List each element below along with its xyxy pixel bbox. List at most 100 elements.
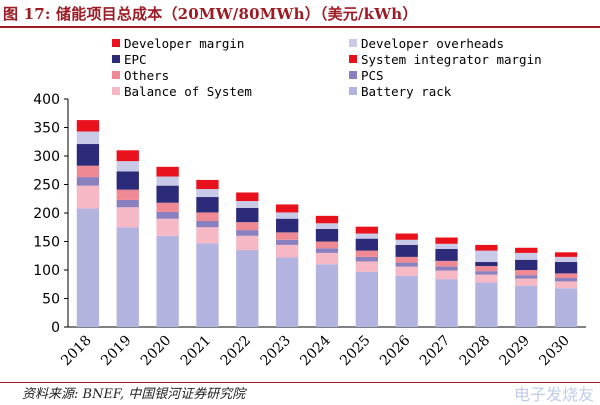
x-tick-label: 2026 bbox=[377, 332, 414, 369]
bar-segment-battery-rack bbox=[515, 285, 538, 327]
y-tick-label: 50 bbox=[42, 292, 60, 308]
x-tick-label: 2030 bbox=[536, 333, 573, 370]
legend-label: PCS bbox=[361, 68, 384, 83]
bar-segment-battery-rack bbox=[236, 250, 259, 327]
legend-swatch bbox=[349, 55, 357, 63]
bar-segment-pcs bbox=[276, 239, 299, 245]
bar-segment-battery-rack bbox=[76, 208, 100, 327]
y-tick-label: 350 bbox=[33, 121, 60, 137]
x-tick-label: 2029 bbox=[497, 333, 534, 370]
bar-segment-epc bbox=[276, 218, 299, 233]
y-tick-label: 100 bbox=[33, 263, 60, 279]
legend-label: Battery rack bbox=[361, 84, 452, 99]
legend-label: Balance of System bbox=[124, 84, 252, 99]
bar-segment-developer-overheads bbox=[315, 223, 339, 229]
legend-label: System integrator margin bbox=[361, 52, 542, 67]
bar-segment-pcs bbox=[315, 248, 339, 253]
bar-segment-developer-overheads bbox=[395, 239, 418, 245]
bar-segment-pcs bbox=[395, 262, 418, 267]
bar-segment-pcs bbox=[236, 230, 259, 236]
bar-segment-others bbox=[554, 273, 578, 278]
y-tick-label: 400 bbox=[33, 92, 60, 108]
bar-segment-developer-margin bbox=[276, 204, 299, 213]
legend-swatch bbox=[112, 87, 120, 95]
x-tick-label: 2019 bbox=[98, 333, 135, 370]
bar-segment-balance-of-system bbox=[315, 252, 339, 265]
bar-segment-battery-rack bbox=[435, 279, 458, 327]
bar-segment-developer-overheads bbox=[236, 201, 259, 208]
bar-segment-balance-of-system bbox=[76, 185, 100, 209]
bar-segment-epc bbox=[76, 144, 100, 166]
bar-segment-developer-overheads bbox=[276, 212, 299, 219]
bar-segment-others bbox=[315, 241, 339, 249]
bar-segment-developer-overheads bbox=[355, 233, 378, 239]
bar-segment-battery-rack bbox=[395, 275, 418, 327]
bar-segment-developer-overheads bbox=[435, 243, 458, 249]
x-tick-label: 2025 bbox=[337, 333, 374, 370]
bar-segment-developer-overheads bbox=[156, 176, 179, 186]
y-tick-label: 150 bbox=[33, 235, 60, 251]
y-tick-label: 0 bbox=[51, 320, 60, 336]
bar-segment-others bbox=[475, 266, 498, 272]
bar-segment-others bbox=[196, 212, 219, 221]
legend-swatch bbox=[112, 71, 120, 79]
bar-segment-developer-margin bbox=[395, 233, 418, 240]
bar-segment-developer-overheads bbox=[515, 252, 538, 260]
title-divider bbox=[0, 26, 600, 28]
bar-segment-developer-overheads bbox=[554, 256, 578, 263]
bar-segment-balance-of-system bbox=[554, 281, 578, 289]
x-tick-label: 2020 bbox=[138, 333, 175, 370]
bar-segment-battery-rack bbox=[355, 271, 378, 327]
bar-segment-epc bbox=[315, 228, 339, 242]
bar-segment-battery-rack bbox=[554, 288, 578, 327]
legend-label: Others bbox=[124, 68, 169, 83]
bar-segment-balance-of-system bbox=[116, 207, 139, 228]
stacked-bar-chart: Developer margin Developer overheads EPC Sy… bbox=[33, 36, 586, 370]
legend-swatch bbox=[349, 39, 357, 47]
x-tick-label: 2028 bbox=[457, 333, 494, 370]
bar-segment-balance-of-system bbox=[355, 261, 378, 272]
bar-segment-developer-overheads bbox=[475, 250, 498, 263]
bar-segment-others bbox=[435, 260, 458, 267]
bar-segment-others bbox=[276, 232, 299, 240]
bar-segment-battery-rack bbox=[276, 257, 299, 327]
x-tick-label: 2023 bbox=[257, 333, 294, 370]
bar-segment-others bbox=[116, 189, 139, 200]
bar-segment-epc bbox=[236, 207, 259, 223]
bar-segment-developer-overheads bbox=[76, 131, 100, 145]
legend-swatch bbox=[112, 55, 120, 63]
bar-segment-developer-margin bbox=[315, 215, 339, 224]
legend-swatch bbox=[349, 87, 357, 95]
bar-segment-others bbox=[515, 270, 538, 276]
bar-segment-balance-of-system bbox=[196, 227, 219, 244]
legend-label: Developer overheads bbox=[361, 36, 504, 51]
bar-segment-epc bbox=[116, 171, 139, 190]
bar-segment-battery-rack bbox=[156, 235, 179, 327]
bar-segment-epc bbox=[355, 238, 378, 251]
x-tick-label: 2024 bbox=[297, 332, 334, 369]
bar-segment-battery-rack bbox=[315, 264, 339, 327]
bar-segment-developer-margin bbox=[554, 252, 578, 257]
bar-segment-pcs bbox=[196, 220, 219, 228]
legend-swatch bbox=[112, 39, 120, 47]
bar-segment-others bbox=[236, 222, 259, 231]
x-tick-label: 2021 bbox=[178, 333, 215, 370]
bar-segment-epc bbox=[515, 259, 538, 270]
legend-swatch bbox=[349, 71, 357, 79]
bar-segment-pcs bbox=[156, 211, 179, 219]
bar-segment-battery-rack bbox=[116, 227, 139, 327]
bar-segment-epc bbox=[435, 248, 458, 261]
bar-segment-epc bbox=[475, 262, 498, 267]
bar-segment-developer-overheads bbox=[196, 189, 219, 198]
bar-segment-battery-rack bbox=[196, 243, 219, 327]
bar-segment-developer-margin bbox=[355, 226, 378, 234]
legend-label: Developer margin bbox=[124, 36, 244, 51]
bar-segment-balance-of-system bbox=[156, 218, 179, 236]
x-tick-label: 2018 bbox=[58, 333, 95, 370]
bar-segment-developer-margin bbox=[236, 192, 259, 202]
bar-segment-epc bbox=[156, 185, 179, 203]
bar-segment-balance-of-system bbox=[236, 235, 259, 251]
figure-title: 图 17: 储能项目总成本（20MW/80MWh）（美元/kWh） bbox=[3, 5, 418, 23]
bar-segment-developer-margin bbox=[76, 120, 100, 132]
bar-segment-epc bbox=[196, 197, 219, 213]
